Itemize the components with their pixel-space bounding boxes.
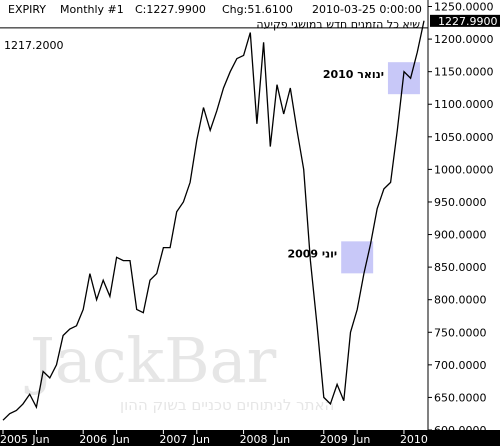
x-axis-bar xyxy=(0,430,500,446)
y-tick-label: 900.0000 xyxy=(434,229,487,242)
x-tick-label: 2010 xyxy=(400,433,428,446)
y-axis-ticks: 1250.0000 1200.0000 1150.0000 1100.0000 1050… xyxy=(428,1,494,437)
header-subtitle: שיא כל הזמנים חדש במושגי פקיעה xyxy=(256,18,420,31)
x-tick-label: Jun xyxy=(112,433,130,446)
y-tick-label: 850.0000 xyxy=(434,261,487,274)
y-tick-label: 1250.0000 xyxy=(434,1,494,14)
watermark: JackBar האתר לניתוחים טכניים בשוק ההון xyxy=(24,324,334,414)
last-price-marker: 1227.9900 xyxy=(430,15,500,28)
x-tick-label: 2009 xyxy=(320,433,348,446)
annotation-highlight-box xyxy=(387,62,420,95)
x-tick-label: 2006 xyxy=(79,433,107,446)
y-tick-label: 1100.0000 xyxy=(434,98,494,111)
annotation-labels: יוני 2009 ינואר 2010 xyxy=(287,68,383,260)
last-price-background xyxy=(430,14,500,27)
x-tick-label: Jun xyxy=(272,433,290,446)
header-symbol: EXPIRY xyxy=(8,3,46,16)
watermark-tagline: האתר לניתוחים טכניים בשוק ההון xyxy=(120,396,334,414)
x-tick-label: 2005 xyxy=(0,433,28,446)
header-datetime: 2010-03-25 0:00:00 xyxy=(312,3,422,16)
y-tick-label: 650.0000 xyxy=(434,391,487,404)
y-tick-label: 1000.0000 xyxy=(434,163,494,176)
annotation-label: ינואר 2010 xyxy=(323,68,384,81)
header-close: C:1227.9900 xyxy=(135,3,206,16)
price-series-line xyxy=(2,20,425,421)
y-tick-label: 1150.0000 xyxy=(434,66,494,79)
watermark-logo: JackBar xyxy=(24,324,277,397)
annotation-highlight-box xyxy=(341,241,374,274)
x-tick-label: Jun xyxy=(192,433,210,446)
x-tick-label: Jun xyxy=(31,433,49,446)
y-tick-label: 1050.0000 xyxy=(434,131,494,144)
x-tick-label: Jun xyxy=(352,433,370,446)
reference-level-label: 1217.2000 xyxy=(4,39,64,52)
annotation-label: יוני 2009 xyxy=(287,247,337,260)
header-change: Chg:51.6100 xyxy=(222,3,293,16)
x-tick-label: 2007 xyxy=(159,433,187,446)
y-tick-label: 950.0000 xyxy=(434,196,487,209)
y-tick-label: 800.0000 xyxy=(434,294,487,307)
y-tick-label: 700.0000 xyxy=(434,359,487,372)
header-period: Monthly #1 xyxy=(60,3,124,16)
last-price-label: 1227.9900 xyxy=(438,15,498,28)
x-tick-label: 2008 xyxy=(240,433,268,446)
y-tick-label: 1200.0000 xyxy=(434,33,494,46)
highlight-boxes xyxy=(341,62,420,274)
x-axis-ticks: 2005 Jun 2006 Jun 2007 Jun 2008 Jun 2009 Jun 2010 xyxy=(0,430,428,446)
y-tick-label: 750.0000 xyxy=(434,326,487,339)
